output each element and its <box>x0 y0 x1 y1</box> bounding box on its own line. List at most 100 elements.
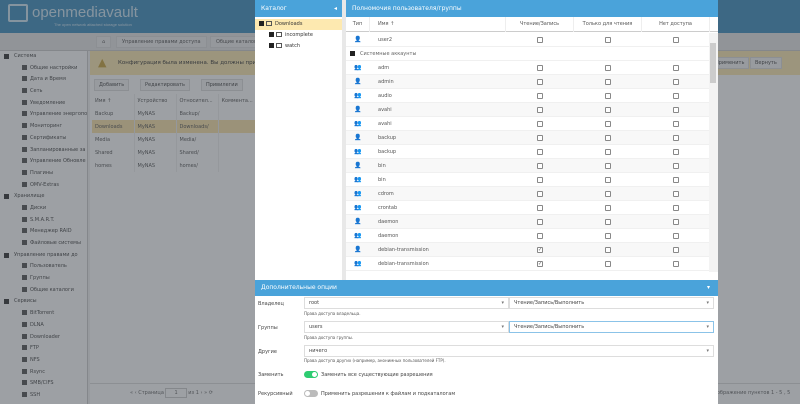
none-checkbox[interactable] <box>673 261 679 267</box>
splitter[interactable] <box>342 0 346 280</box>
permission-row[interactable]: 👥 bin <box>346 173 709 187</box>
user-icon: 👤 <box>354 218 362 225</box>
rw-checkbox[interactable]: ✓ <box>537 261 543 267</box>
tree-node[interactable]: watch <box>255 41 342 52</box>
rw-checkbox[interactable] <box>537 121 543 127</box>
group-perm-select[interactable]: Чтение/Запись/Выполнить <box>509 321 714 333</box>
user-icon: 👤 <box>354 36 362 43</box>
ro-checkbox[interactable] <box>605 163 611 169</box>
group-header-row[interactable]: Системные аккаунты <box>346 47 709 61</box>
rw-checkbox[interactable] <box>537 191 543 197</box>
none-checkbox[interactable] <box>673 121 679 127</box>
rw-checkbox[interactable] <box>537 205 543 211</box>
permission-row[interactable]: 👤 user2 <box>346 33 709 47</box>
none-checkbox[interactable] <box>673 37 679 43</box>
ro-checkbox[interactable] <box>605 233 611 239</box>
replace-toggle[interactable] <box>304 371 318 378</box>
recursive-toggle[interactable] <box>304 390 318 397</box>
account-name: backup <box>378 149 397 155</box>
catalog-panel: Каталог ◂ Downloads incomplete watch <box>255 0 342 280</box>
permission-row[interactable]: 👥 avahi <box>346 117 709 131</box>
none-checkbox[interactable] <box>673 135 679 141</box>
ro-checkbox[interactable] <box>605 191 611 197</box>
none-checkbox[interactable] <box>673 191 679 197</box>
column-ro[interactable]: Только для чтения <box>574 17 642 32</box>
extra-options-header[interactable]: Дополнительные опции ▾ <box>255 280 718 296</box>
permission-row[interactable]: 👥 adm <box>346 61 709 75</box>
rw-checkbox[interactable] <box>537 233 543 239</box>
none-checkbox[interactable] <box>673 247 679 253</box>
collapse-icon[interactable] <box>259 21 264 26</box>
owner-perm-select[interactable]: Чтение/Запись/Выполнить <box>509 297 714 309</box>
rw-checkbox[interactable] <box>537 79 543 85</box>
group-icon: 👥 <box>354 204 362 211</box>
permission-row[interactable]: 👥 debian-transmission ✓ <box>346 257 709 271</box>
expand-icon[interactable] <box>269 32 274 37</box>
ro-checkbox[interactable] <box>605 93 611 99</box>
permission-row[interactable]: 👤 bin <box>346 159 709 173</box>
permission-row[interactable]: 👥 crontab <box>346 201 709 215</box>
ro-checkbox[interactable] <box>605 261 611 267</box>
column-name[interactable]: Имя ↑ <box>370 17 506 32</box>
ro-checkbox[interactable] <box>605 79 611 85</box>
rw-checkbox[interactable]: ✓ <box>537 247 543 253</box>
others-select[interactable]: ничего <box>304 345 714 357</box>
none-checkbox[interactable] <box>673 65 679 71</box>
group-icon: 👥 <box>354 190 362 197</box>
rw-checkbox[interactable] <box>537 107 543 113</box>
column-type[interactable]: Тип <box>346 17 370 32</box>
permission-row[interactable]: 👥 daemon <box>346 229 709 243</box>
ro-checkbox[interactable] <box>605 247 611 253</box>
tree-node[interactable]: incomplete <box>255 30 342 41</box>
none-checkbox[interactable] <box>673 233 679 239</box>
owner-select[interactable]: root <box>304 297 509 309</box>
ro-checkbox[interactable] <box>605 205 611 211</box>
column-rw[interactable]: Чтение/Запись <box>506 17 574 32</box>
permission-row[interactable]: 👥 cdrom <box>346 187 709 201</box>
permission-row[interactable]: 👤 avahi <box>346 103 709 117</box>
user-icon: 👤 <box>354 162 362 169</box>
rw-checkbox[interactable] <box>537 149 543 155</box>
ro-checkbox[interactable] <box>605 177 611 183</box>
group-select[interactable]: users <box>304 321 509 333</box>
account-name: avahi <box>378 121 392 127</box>
user-icon: 👤 <box>354 134 362 141</box>
permission-row[interactable]: 👤 daemon <box>346 215 709 229</box>
expand-icon[interactable] <box>269 43 274 48</box>
none-checkbox[interactable] <box>673 93 679 99</box>
rw-checkbox[interactable] <box>537 135 543 141</box>
permission-row[interactable]: 👤 admin <box>346 75 709 89</box>
none-checkbox[interactable] <box>673 205 679 211</box>
user-icon: 👤 <box>354 106 362 113</box>
none-checkbox[interactable] <box>673 177 679 183</box>
tree-label: incomplete <box>285 32 313 38</box>
ro-checkbox[interactable] <box>605 219 611 225</box>
none-checkbox[interactable] <box>673 79 679 85</box>
permission-row[interactable]: 👤 debian-transmission ✓ <box>346 243 709 257</box>
column-none[interactable]: Нет доступа <box>642 17 710 32</box>
tree-node[interactable]: Downloads <box>255 19 342 30</box>
permission-row[interactable]: 👤 backup <box>346 131 709 145</box>
scrollbar[interactable] <box>709 33 718 272</box>
ro-checkbox[interactable] <box>605 149 611 155</box>
rw-checkbox[interactable] <box>537 219 543 225</box>
collapse-icon[interactable]: ◂ <box>333 5 337 12</box>
none-checkbox[interactable] <box>673 219 679 225</box>
ro-checkbox[interactable] <box>605 107 611 113</box>
ro-checkbox[interactable] <box>605 135 611 141</box>
permission-row[interactable]: 👥 audio <box>346 89 709 103</box>
rw-checkbox[interactable] <box>537 37 543 43</box>
none-checkbox[interactable] <box>673 163 679 169</box>
none-checkbox[interactable] <box>673 149 679 155</box>
rw-checkbox[interactable] <box>537 65 543 71</box>
rw-checkbox[interactable] <box>537 93 543 99</box>
rw-checkbox[interactable] <box>537 177 543 183</box>
rw-checkbox[interactable] <box>537 163 543 169</box>
ro-checkbox[interactable] <box>605 65 611 71</box>
none-checkbox[interactable] <box>673 107 679 113</box>
collapse-icon[interactable] <box>350 51 355 56</box>
ro-checkbox[interactable] <box>605 37 611 43</box>
ro-checkbox[interactable] <box>605 121 611 127</box>
permission-row[interactable]: 👥 backup <box>346 145 709 159</box>
group-icon: 👥 <box>354 148 362 155</box>
